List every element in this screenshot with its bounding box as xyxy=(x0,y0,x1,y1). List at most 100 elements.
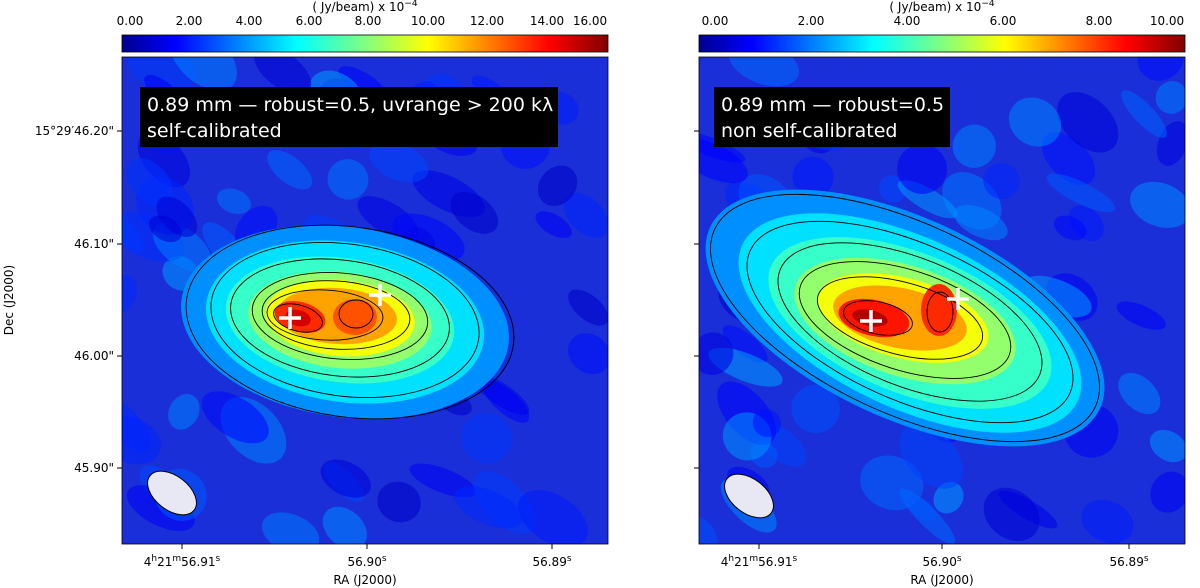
background-noise-patch xyxy=(897,144,948,194)
background-noise-patch xyxy=(1046,173,1116,213)
background-noise-patch xyxy=(1118,372,1161,415)
contour-line xyxy=(816,276,984,360)
left-y-tick: 46.10" xyxy=(74,237,114,251)
emission-peak xyxy=(921,284,957,336)
left-panel: ( Jy/beam) x 10−4 0.00 2.00 4.00 6.00 8.… xyxy=(2,0,609,587)
right-x-tick: 56.89s xyxy=(1109,554,1148,569)
background-noise-patch xyxy=(126,157,173,207)
right-cbar-tick: 10.00 xyxy=(1150,14,1184,28)
background-noise-patch xyxy=(156,196,198,238)
background-noise-patch xyxy=(752,409,781,438)
right-cbar-tick: 2.00 xyxy=(798,14,825,28)
contour-line xyxy=(266,289,384,341)
background-noise-patch xyxy=(568,289,608,326)
background-noise-patch xyxy=(1150,471,1185,513)
background-noise-patch xyxy=(908,496,937,522)
right-colorbar xyxy=(698,34,1186,53)
contour-line xyxy=(210,241,480,399)
background-noise-patch xyxy=(327,159,369,200)
left-colorbar xyxy=(121,34,609,53)
right-x-tick: 4h21m56.91s xyxy=(721,554,798,569)
left-cbar-tick: 6.00 xyxy=(296,14,323,28)
background-noise-patch xyxy=(320,459,371,498)
background-noise-patch xyxy=(699,137,748,184)
background-noise-patch xyxy=(454,486,523,529)
left-cbar-tick: 4.00 xyxy=(236,14,263,28)
right-x-tick: 56.90s xyxy=(922,554,961,569)
right-annotation-line1: 0.89 mm — robust=0.5 xyxy=(721,94,944,116)
emission-peak xyxy=(333,299,377,335)
right-cbar-tick: 8.00 xyxy=(1086,14,1113,28)
contour-line xyxy=(926,291,954,333)
background-noise-patch xyxy=(1149,429,1185,463)
background-noise-patch xyxy=(728,57,800,87)
left-annotation-box xyxy=(140,87,558,147)
contour-line xyxy=(273,303,323,333)
left-x-ticks: 4h21m56.91s 56.90s 56.89s xyxy=(144,544,572,569)
background-noise-patch xyxy=(699,515,718,544)
right-cbar-tick: 6.00 xyxy=(990,14,1017,28)
background-noise-patch xyxy=(201,391,269,444)
left-x-tick: 4h21m56.91s xyxy=(144,554,221,569)
right-y-ticks xyxy=(694,130,699,469)
background-noise-patch xyxy=(122,415,162,465)
left-source-marker-a xyxy=(279,307,301,329)
background-noise-patch xyxy=(722,325,768,363)
background-noise-patch xyxy=(377,481,421,523)
background-noise-patch xyxy=(1137,57,1184,81)
left-source-marker-b xyxy=(369,284,391,306)
background-noise-patch xyxy=(899,423,963,489)
background-noise-patch xyxy=(1053,215,1087,241)
left-cbar-tick: 14.00 xyxy=(530,14,564,28)
contour-line xyxy=(777,242,1043,402)
left-y-tick: 15°29′46.20" xyxy=(35,124,114,138)
background-noise-patch xyxy=(792,156,834,198)
left-cbar-tick: 2.00 xyxy=(176,14,203,28)
background-noise-patch xyxy=(518,490,588,544)
background-noise-patch xyxy=(322,506,367,544)
right-cbar-tick: 4.00 xyxy=(894,14,921,28)
right-source-marker-a xyxy=(860,310,882,332)
background-noise-patch xyxy=(1081,499,1134,544)
background-noise-patch xyxy=(461,412,513,464)
background-noise-patch xyxy=(1057,92,1119,153)
right-annotation-line2: non self-calibrated xyxy=(721,120,897,142)
background-noise-patch xyxy=(450,191,499,234)
left-annotation-line1: 0.89 mm — robust=0.5, uvrange > 200 kλ xyxy=(147,94,553,116)
left-y-tick: 46.00" xyxy=(74,349,114,363)
contour-line xyxy=(843,300,913,336)
background-noise-patch xyxy=(254,57,312,95)
background-noise-patch xyxy=(267,150,313,190)
contour-line xyxy=(798,261,1012,379)
contour-line xyxy=(338,299,374,329)
background-noise-patch xyxy=(983,162,1020,199)
left-axes-frame xyxy=(121,56,609,545)
right-beam-ellipse xyxy=(724,473,774,519)
background-noise-patch xyxy=(567,333,608,375)
background-noise-patch xyxy=(983,487,1040,541)
left-beam-ellipse xyxy=(147,470,197,516)
contour-line xyxy=(230,258,450,378)
left-cbar-tick: 0.00 xyxy=(117,14,144,28)
contour-line xyxy=(746,220,1074,424)
background-noise-patch xyxy=(1008,97,1062,147)
background-noise-patch xyxy=(537,165,578,207)
background-noise-patch xyxy=(369,141,429,183)
contour-line xyxy=(261,280,411,350)
right-annotation-box xyxy=(714,87,950,147)
background-noise-patch xyxy=(953,204,1008,241)
background-noise-patch xyxy=(1116,301,1166,330)
left-colorbar-label: ( Jy/beam) x 10−4 xyxy=(312,0,417,14)
left-x-axis-label: RA (J2000) xyxy=(333,573,396,587)
contour-line xyxy=(185,224,515,420)
left-y-tick: 45.90" xyxy=(74,461,114,475)
background-noise-patch xyxy=(699,332,734,375)
left-y-ticks: 15°29′46.20" 46.10" 46.00" 45.90" xyxy=(35,124,122,475)
background-noise-patch xyxy=(563,192,608,238)
left-annotation-line2: self-calibrated xyxy=(147,120,282,142)
background-noise-patch xyxy=(1155,80,1185,114)
right-cbar-tick: 0.00 xyxy=(702,14,729,28)
left-y-axis-label: Dec (J2000) xyxy=(2,265,16,335)
left-cbar-tick: 16.00 xyxy=(573,14,607,28)
background-noise-patch xyxy=(933,481,964,514)
